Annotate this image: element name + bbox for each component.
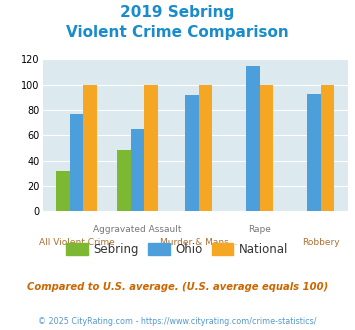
Text: Murder & Mans...: Murder & Mans... xyxy=(160,238,237,247)
Bar xyxy=(131,129,144,211)
Bar xyxy=(321,85,334,211)
Text: © 2025 CityRating.com - https://www.cityrating.com/crime-statistics/: © 2025 CityRating.com - https://www.city… xyxy=(38,317,317,326)
Bar xyxy=(83,85,97,211)
Text: Robbery: Robbery xyxy=(302,238,339,247)
Text: Compared to U.S. average. (U.S. average equals 100): Compared to U.S. average. (U.S. average … xyxy=(27,282,328,292)
Legend: Sebring, Ohio, National: Sebring, Ohio, National xyxy=(61,239,294,261)
Bar xyxy=(307,94,321,211)
Bar xyxy=(198,85,212,211)
Bar xyxy=(118,150,131,211)
Bar xyxy=(260,85,273,211)
Text: Rape: Rape xyxy=(248,225,271,234)
Bar xyxy=(56,171,70,211)
Bar xyxy=(144,85,158,211)
Text: 2019 Sebring: 2019 Sebring xyxy=(120,5,235,20)
Bar xyxy=(185,95,198,211)
Text: Aggravated Assault: Aggravated Assault xyxy=(93,225,182,234)
Bar xyxy=(70,114,83,211)
Bar xyxy=(246,66,260,211)
Text: All Violent Crime: All Violent Crime xyxy=(39,238,114,247)
Text: Violent Crime Comparison: Violent Crime Comparison xyxy=(66,25,289,40)
